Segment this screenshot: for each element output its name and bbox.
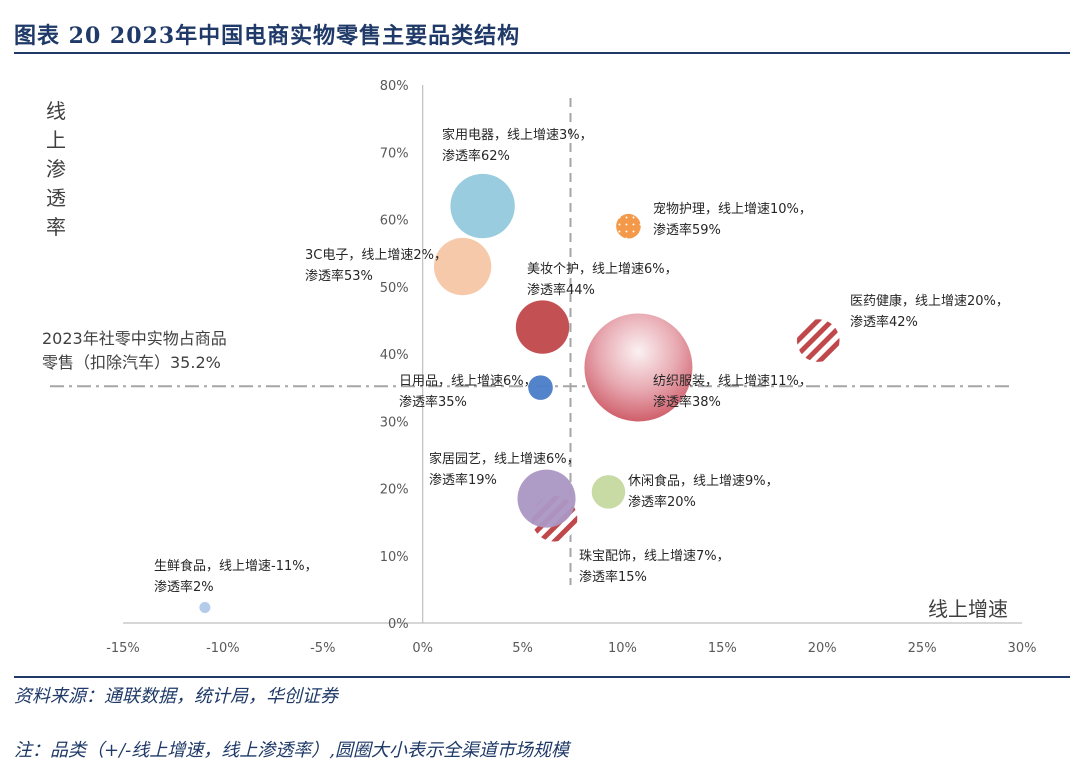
x-tick-label: 15% xyxy=(708,641,737,656)
bubble-休闲食品 xyxy=(591,475,626,509)
reference-line-label: 2023年社零中实物占商品零售（扣除汽车）35.2% xyxy=(42,329,227,372)
data-label-3C电子: 3C电子，线上增速2%，渗透率53% xyxy=(305,248,447,284)
y-tick-label: 40% xyxy=(380,348,409,363)
y-tick-label: 10% xyxy=(380,550,409,565)
x-tick-label: 10% xyxy=(608,641,637,656)
bubble-医药健康 xyxy=(796,319,840,362)
data-label-生鲜食品: 生鲜食品，线上增速-11%，渗透率2% xyxy=(154,558,318,595)
chart-title: 图表 20 2023年中国电商实物零售主要品类结构 xyxy=(14,23,521,49)
data-label-家居园艺: 家居园艺，线上增速6%，渗透率19% xyxy=(429,451,580,488)
data-label-美妆个护: 美妆个护，线上增速6%，渗透率44% xyxy=(527,262,678,298)
bubble-家居园艺 xyxy=(517,469,576,528)
y-tick-label: 20% xyxy=(380,483,409,498)
bubble-生鲜食品 xyxy=(199,602,211,614)
note-text: 注：品类（+/-线上增速，线上渗透率）,圆圈大小表示全渠道市场规模 xyxy=(14,740,569,761)
x-tick-label: -10% xyxy=(206,641,240,656)
x-tick-label: 20% xyxy=(808,641,837,656)
y-axis-title: 线上渗透率 xyxy=(46,99,66,239)
source-divider xyxy=(14,676,1070,678)
y-tick-label: 80% xyxy=(380,79,409,94)
bubble-家用电器 xyxy=(450,173,515,239)
data-label-宠物护理: 宠物护理，线上增速10%，渗透率59% xyxy=(653,201,812,238)
x-axis-title: 线上增速 xyxy=(928,597,1008,621)
data-label-纺织服装: 纺织服装，线上增速11%，渗透率38% xyxy=(653,374,812,410)
data-label-休闲食品: 休闲食品，线上增速9%，渗透率20% xyxy=(628,473,779,510)
data-label-珠宝配饰: 珠宝配饰，线上增速7%，渗透率15% xyxy=(579,549,730,585)
y-tick-label: 60% xyxy=(380,214,409,229)
data-label-家用电器: 家用电器，线上增速3%，渗透率62% xyxy=(442,127,593,164)
x-tick-label: 0% xyxy=(412,641,433,656)
y-tick-label: 0% xyxy=(388,617,409,632)
bubble-纺织服装 xyxy=(584,313,693,422)
data-label-日用品: 日用品，线上增速6%，渗透率35% xyxy=(399,374,537,410)
bubble-chart: -15% -10% -5% 0% 5% 10% 15% 20% 25% 30% 0% 10% 20% 30… xyxy=(42,79,1037,656)
x-tick-label: -5% xyxy=(310,641,335,656)
bubble-宠物护理 xyxy=(616,213,641,239)
source-text: 资料来源：通联数据，统计局，华创证券 xyxy=(14,686,338,707)
bubble-日用品 xyxy=(528,375,553,400)
bubble-3C电子 xyxy=(433,237,492,296)
x-tick-label: 5% xyxy=(512,641,533,656)
x-tick-label: 25% xyxy=(908,641,937,656)
y-tick-label: 30% xyxy=(380,415,409,430)
y-tick-label: 70% xyxy=(380,146,409,161)
x-tick-label: -15% xyxy=(106,641,140,656)
bubble-美妆个护 xyxy=(515,300,570,354)
title-bar: 图表 20 2023年中国电商实物零售主要品类结构 xyxy=(14,12,1070,54)
x-tick-label: 30% xyxy=(1008,641,1037,656)
data-label-医药健康: 医药健康，线上增速20%，渗透率42% xyxy=(850,293,1009,330)
y-tick-label: 50% xyxy=(380,281,409,296)
